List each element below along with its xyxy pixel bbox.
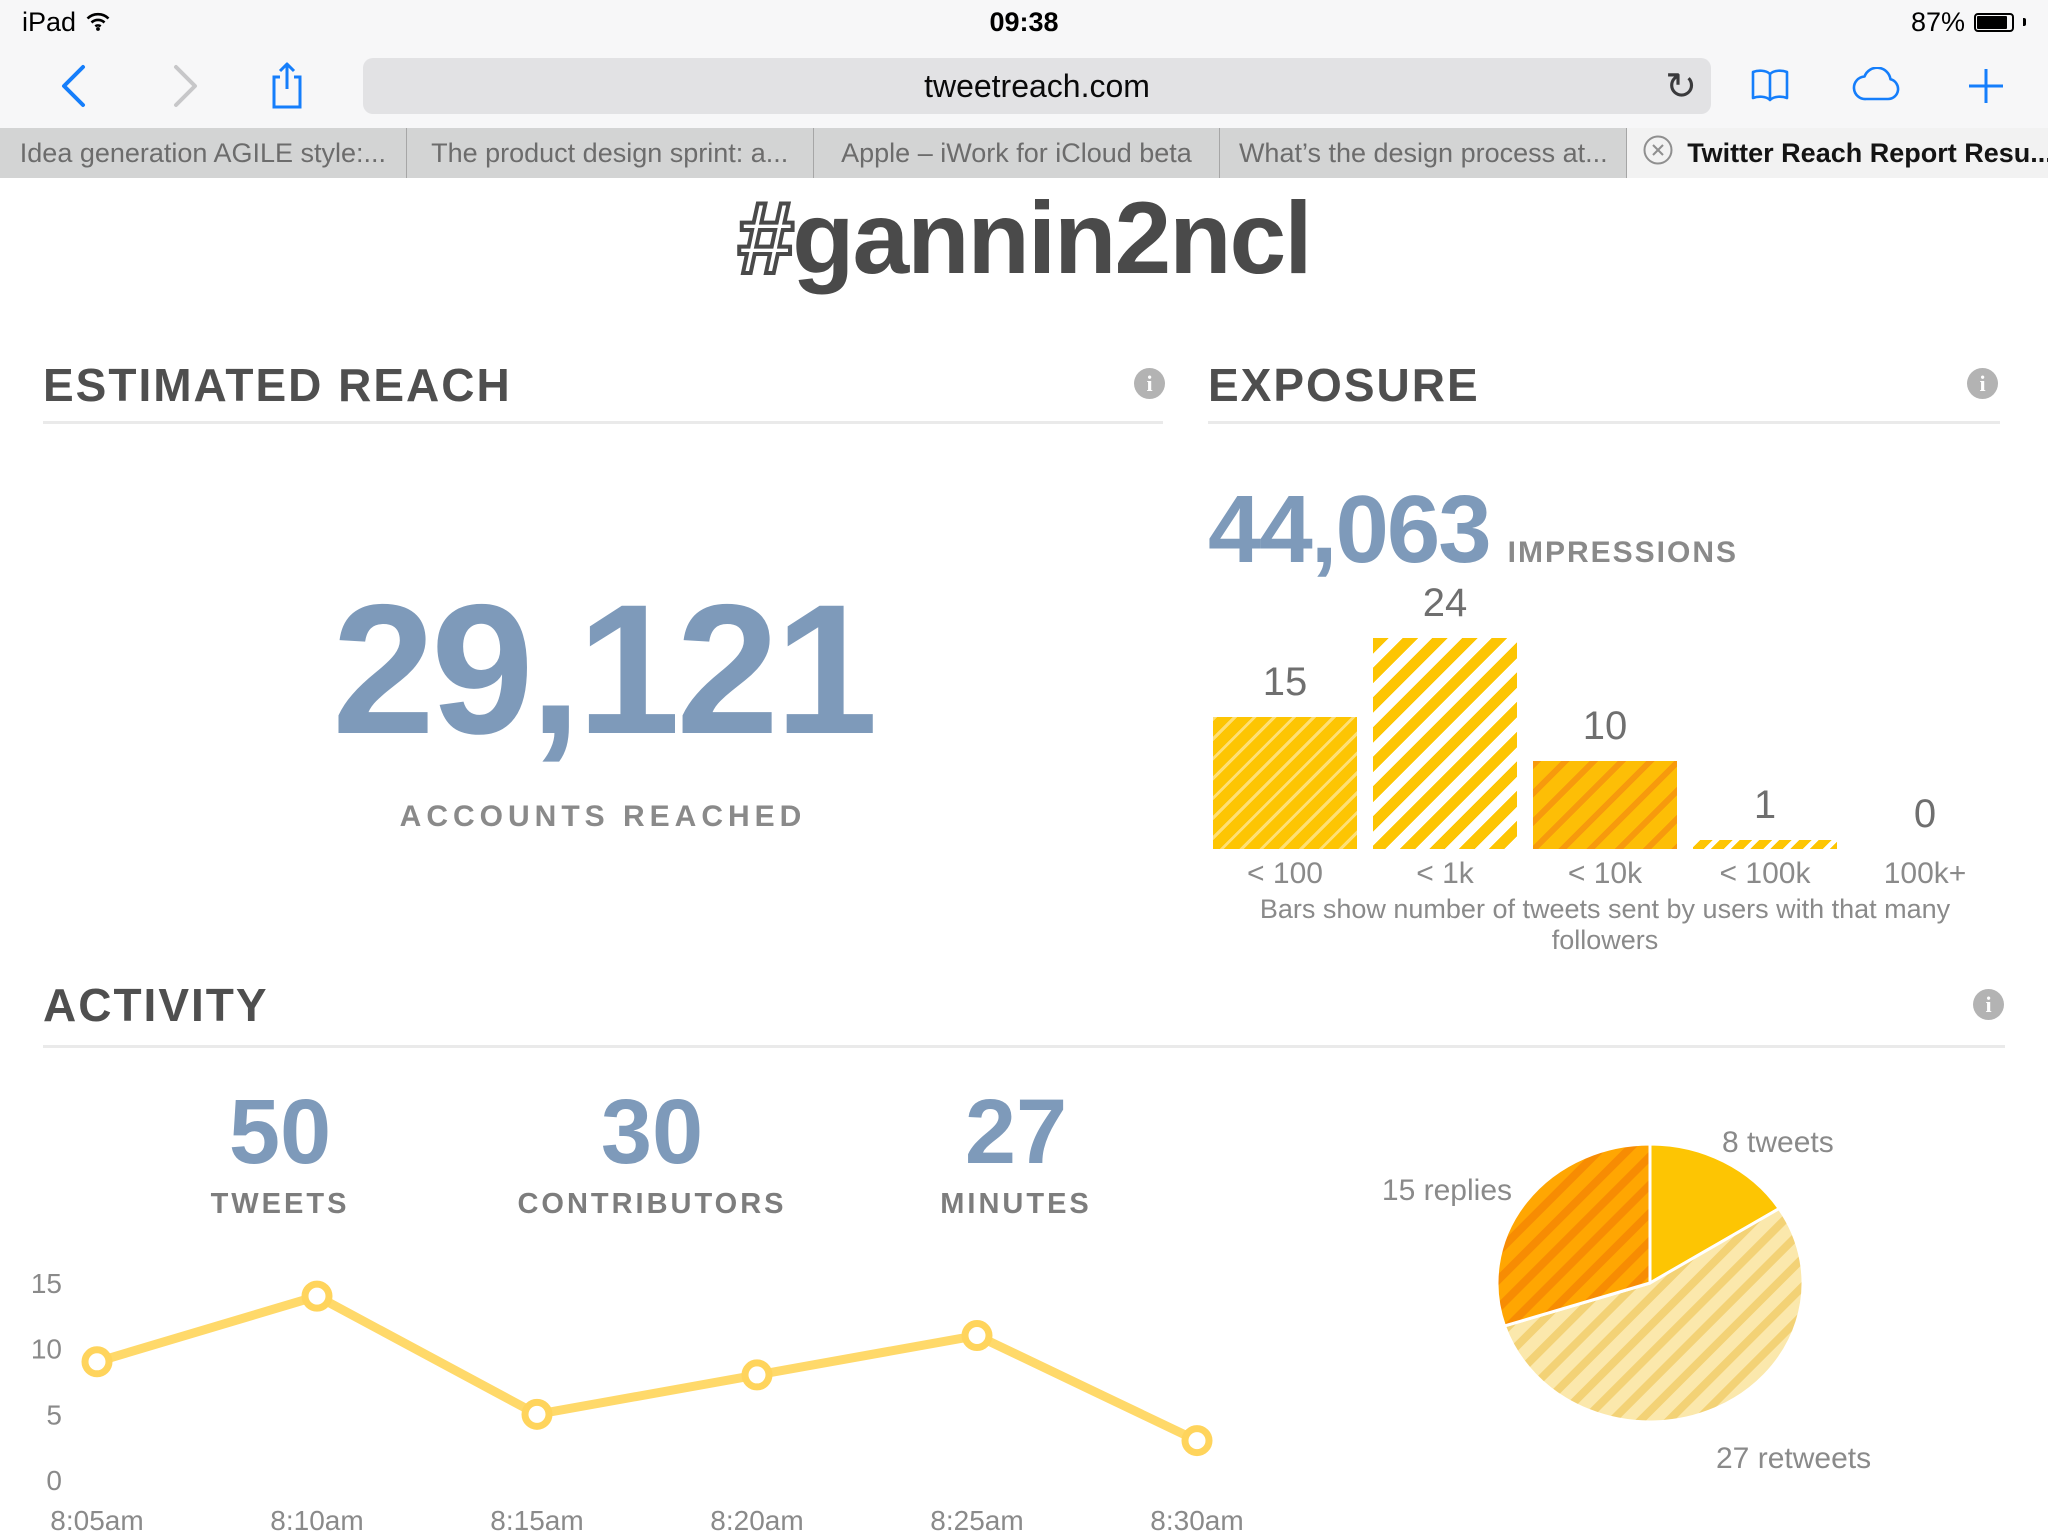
new-tab-button[interactable]: [1962, 44, 2010, 128]
bar-chart-caption: Bars show number of tweets sent by users…: [1259, 894, 1951, 955]
pie-slice: [1495, 1142, 1652, 1328]
exposure-info-icon[interactable]: i: [1967, 368, 1998, 399]
battery-icon: [1974, 12, 2014, 32]
impressions-label: IMPRESSIONS: [1507, 536, 1738, 569]
page-title: #gannin2ncl: [0, 180, 2048, 296]
bar-category-label: < 100k: [1719, 857, 1811, 890]
tab-apple-iwork[interactable]: Apple – iWork for iCloud beta: [813, 128, 1221, 178]
bar-value-label: 1: [1753, 783, 1777, 828]
address-bar[interactable]: tweetreach.com ↻: [363, 58, 1711, 114]
bar-group: 24 < 1k: [1365, 581, 1525, 890]
book-icon: [1751, 69, 1789, 102]
share-icon: [272, 62, 302, 109]
bar-category-label: < 100: [1247, 857, 1323, 890]
forward-button[interactable]: [163, 44, 207, 128]
divider: [43, 1045, 2005, 1048]
svg-text:0: 0: [46, 1465, 62, 1496]
clock: 09:38: [989, 6, 1059, 37]
status-bar: iPad 09:38 87%: [0, 0, 2048, 44]
svg-text:15: 15: [31, 1268, 62, 1299]
bar-category-label: 100k+: [1883, 857, 1967, 890]
hashtag-text: gannin2ncl: [792, 181, 1312, 295]
tweets-value: 50: [228, 1081, 332, 1183]
battery-nub: [2023, 18, 2026, 26]
reload-icon[interactable]: ↻: [1665, 64, 1697, 108]
contributors-label: CONTRIBUTORS: [517, 1188, 787, 1220]
bookmarks-button[interactable]: [1746, 44, 1794, 128]
svg-text:8:25am: 8:25am: [930, 1505, 1023, 1536]
browser-toolbar: tweetreach.com ↻: [0, 44, 2048, 128]
svg-text:8:10am: 8:10am: [270, 1505, 363, 1536]
estimated-reach-heading: ESTIMATED REACH: [43, 359, 512, 411]
back-button[interactable]: [52, 44, 96, 128]
activity-info-icon[interactable]: i: [1973, 989, 2004, 1020]
battery-percent: 87%: [1910, 6, 1965, 37]
bar: [1213, 717, 1357, 849]
accounts-reached-value: 29,121: [332, 567, 878, 773]
bar-group: 1 < 100k: [1685, 596, 1845, 890]
hashtag-symbol: #: [735, 180, 796, 296]
svg-text:8:05am: 8:05am: [50, 1505, 143, 1536]
bar-value-label: 0: [1913, 792, 1937, 836]
plus-icon: [1969, 69, 2003, 103]
tweets-stat: 50 TWEETS: [120, 1086, 440, 1221]
tab-idea-generation[interactable]: Idea generation AGILE style:...: [0, 128, 407, 178]
bar-category-label: < 10k: [1567, 857, 1643, 890]
chevron-right-icon: [174, 65, 197, 107]
estimated-reach-info-icon[interactable]: i: [1134, 368, 1165, 399]
divider: [1208, 421, 2000, 424]
bar-group: 0 100k+: [1845, 596, 2005, 890]
svg-text:8:30am: 8:30am: [1150, 1505, 1243, 1536]
minutes-label: MINUTES: [940, 1188, 1092, 1220]
svg-text:5: 5: [46, 1399, 62, 1430]
report-page: #gannin2ncl ESTIMATED REACH i 29,121 ACC…: [0, 178, 2048, 1536]
svg-text:8:15am: 8:15am: [490, 1505, 583, 1536]
tweets-label: TWEETS: [210, 1188, 350, 1220]
icloud-tabs-button[interactable]: [1850, 44, 1906, 128]
chevron-left-icon: [62, 65, 85, 107]
svg-text:10: 10: [31, 1334, 62, 1365]
bar-group: 15 < 100: [1205, 596, 1365, 890]
divider: [43, 421, 1163, 424]
bar-value-label: 10: [1582, 704, 1628, 748]
contributors-value: 30: [600, 1081, 704, 1183]
activity-heading: ACTIVITY: [43, 979, 269, 1031]
minutes-value: 27: [964, 1081, 1068, 1183]
bar: [1373, 637, 1517, 849]
exposure-bar-chart: 15 < 100 24 < 1k 10 < 10k 1 < 100k 0 100k+: [1205, 581, 2005, 890]
tab-design-process[interactable]: What’s the design process at...: [1220, 128, 1628, 178]
carrier-label: iPad: [22, 6, 77, 37]
bar-category-label: < 1k: [1416, 857, 1474, 890]
svg-text:8:20am: 8:20am: [710, 1505, 803, 1536]
share-button[interactable]: [263, 44, 311, 128]
impressions-stat: 44,063 IMPRESSIONS: [1208, 482, 1738, 578]
impressions-value: 44,063: [1208, 476, 1492, 583]
accounts-reached-label: ACCOUNTS REACHED: [399, 800, 807, 833]
bar-group: 10 < 10k: [1525, 596, 1685, 890]
pie-slice-label: 15 replies: [1381, 1174, 1512, 1207]
wifi-icon: [85, 7, 111, 38]
bar-value-label: 24: [1422, 580, 1468, 625]
bar: [1693, 840, 1837, 849]
close-tab-icon[interactable]: [1642, 134, 1674, 173]
pie-slice: [1502, 1207, 1805, 1424]
tab-twitter-reach-report[interactable]: Twitter Reach Report Resu...: [1627, 128, 2048, 178]
cloud-icon: [1852, 67, 1900, 101]
exposure-heading: EXPOSURE: [1208, 359, 1480, 411]
contributors-stat: 30 CONTRIBUTORS: [492, 1086, 812, 1221]
activity-line-chart: 0 5 10 15 8:05am 8:10am 8:15am 8:20am 8:25am 8:30…: [31, 1268, 1244, 1536]
pie-slice: [1648, 1142, 1781, 1285]
minutes-stat: 27 MINUTES: [856, 1086, 1176, 1221]
tweet-types-pie-chart: [1495, 1142, 1805, 1424]
url-text: tweetreach.com: [924, 67, 1150, 104]
bar-value-label: 15: [1262, 660, 1308, 704]
bar: [1533, 761, 1677, 849]
tab-bar: Idea generation AGILE style:... The prod…: [0, 128, 2048, 178]
pie-slice-label: 27 retweets: [1716, 1442, 1872, 1475]
pie-slice-label: 8 tweets: [1722, 1126, 1834, 1159]
tab-product-design-sprint[interactable]: The product design sprint: a...: [406, 128, 814, 178]
